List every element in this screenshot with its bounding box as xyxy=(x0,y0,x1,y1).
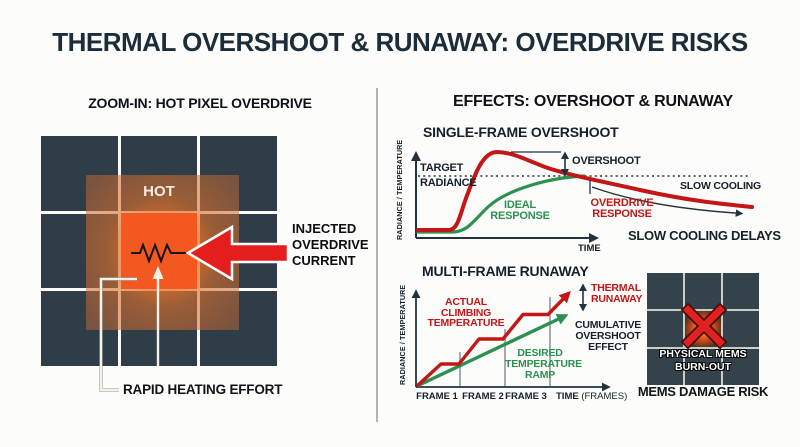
mems-cell xyxy=(723,273,759,309)
actual-climbing-label: ACTUAL CLIMBING TEMPERATURE xyxy=(427,296,505,329)
runaway-arrow-up xyxy=(579,283,587,291)
frame-2-tick: FRAME 2 xyxy=(462,391,504,402)
overshoot-chart-title: SINGLE-FRAME OVERSHOOT xyxy=(423,124,619,140)
runaway-arrow-down xyxy=(579,304,587,312)
injected-current-label: INJECTED OVERDRIVE CURRENT xyxy=(292,221,369,268)
overshoot-label: OVERSHOOT xyxy=(572,155,641,167)
burned-pixel xyxy=(685,311,721,347)
slow-cooling-delays-caption: SLOW COOLING DELAYS xyxy=(628,228,781,243)
thermal-runaway-label: THERMAL RUNAWAY xyxy=(591,282,643,305)
mems-cell xyxy=(647,273,683,309)
rapid-heating-label: RAPID HEATING EFFORT xyxy=(123,382,283,397)
runaway-y-axis-label: RADIANCE / TEMPERATURE xyxy=(398,284,407,385)
page-title: THERMAL OVERSHOOT & RUNAWAY: OVERDRIVE R… xyxy=(52,27,748,57)
target-radiance-label: TARGET RADIANCE xyxy=(420,162,477,189)
overshoot-arrow-down xyxy=(561,169,569,177)
mems-cell xyxy=(685,349,721,385)
time-axis-label: TIME xyxy=(578,243,601,254)
overdrive-response-label: OVERDRIVE RESPONSE xyxy=(590,197,654,220)
mems-cell xyxy=(647,349,683,385)
hot-pixel xyxy=(121,213,197,289)
cumulative-overshoot-label: CUMULATIVE OVERSHOOT EFFECT xyxy=(575,319,642,353)
frame-1-tick: FRAME 1 xyxy=(416,391,458,402)
runaway-chart-title: MULTI-FRAME RUNAWAY xyxy=(422,263,589,279)
overshoot-y-axis-label: RADIANCE / TEMPERATURE xyxy=(395,139,404,240)
panel-divider xyxy=(376,88,378,422)
left-panel-heading: ZOOM-IN: HOT PIXEL OVERDRIVE xyxy=(88,95,312,111)
time-frames-axis-label: TIME (FRAMES) xyxy=(556,391,628,402)
overshoot-arrow-up xyxy=(561,151,569,159)
hot-label: HOT xyxy=(143,183,175,200)
right-panel-heading: EFFECTS: OVERSHOOT & RUNAWAY xyxy=(452,93,734,110)
slow-cooling-label: SLOW COOLING xyxy=(680,180,762,192)
mems-cell xyxy=(647,311,683,347)
ideal-response-label: IDEAL RESPONSE xyxy=(490,199,550,222)
desired-ramp-label: DESIRED TEMPERATURE RAMP xyxy=(505,347,582,381)
mems-damage-risk-caption: MEMS DAMAGE RISK xyxy=(637,384,769,399)
mems-cell xyxy=(723,349,759,385)
frame-3-tick: FRAME 3 xyxy=(505,391,547,402)
mems-cell xyxy=(723,311,759,347)
mems-cell xyxy=(685,273,721,309)
physical-mems-burnout-label: PHYSICAL MEMS BURN-OUT xyxy=(659,348,747,373)
